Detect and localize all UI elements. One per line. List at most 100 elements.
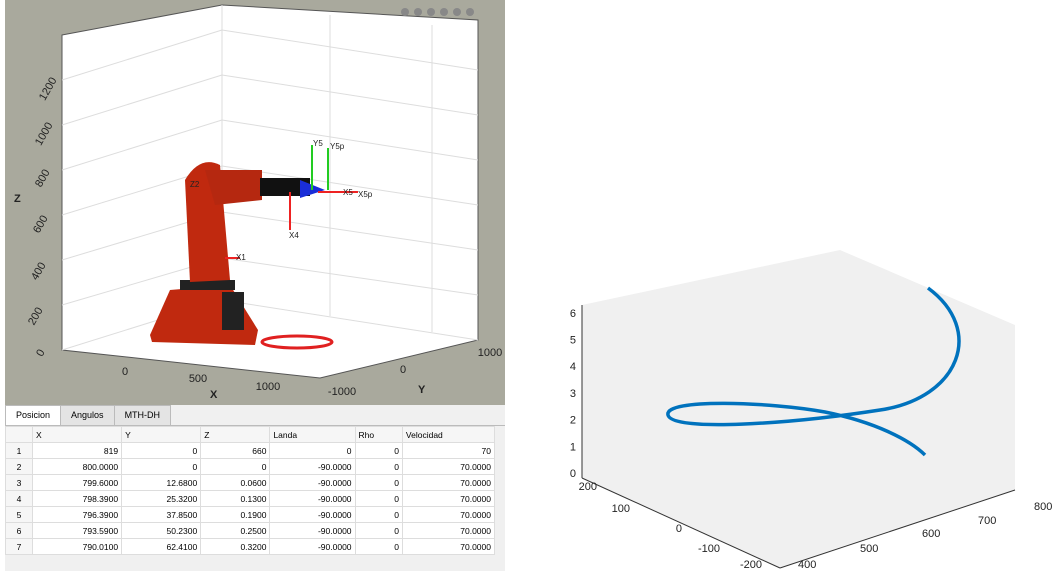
column-header: X (31, 426, 123, 443)
tool-icon[interactable] (466, 8, 474, 16)
y-tick-label: 1000 (478, 347, 502, 359)
cell: -90.0000 (269, 522, 356, 539)
cell: 70.0000 (401, 490, 496, 507)
cell: 0 (354, 458, 403, 475)
tab[interactable]: Posicion (5, 405, 62, 425)
axis-label: Z (14, 193, 21, 205)
cell: 37.8500 (121, 506, 202, 523)
cell: 0 (200, 458, 271, 475)
x-tick-label: 800 (1034, 501, 1052, 513)
tool-icon[interactable] (453, 8, 461, 16)
cell: 70.0000 (401, 538, 496, 555)
cell: 25.3200 (121, 490, 202, 507)
helix (666, 286, 961, 457)
row-number: 7 (5, 538, 33, 555)
corner (5, 426, 33, 443)
tool-icon[interactable] (427, 8, 435, 16)
column-header: Y (121, 426, 202, 443)
axis-label: X (210, 389, 218, 401)
x-tick-label: 500 (860, 543, 878, 555)
frame-label: X5p (358, 190, 373, 199)
x-tick-label: 1000 (256, 381, 280, 393)
cell: -90.0000 (269, 538, 356, 555)
tool-icon[interactable] (401, 8, 409, 16)
y-tick-label: 200 (579, 481, 597, 493)
cell: 0.0600 (200, 474, 271, 491)
cell: 0 (354, 490, 403, 507)
x-tick-label: 600 (922, 528, 940, 540)
robot-ring (180, 280, 235, 290)
cell: 793.5900 (31, 522, 123, 539)
cell: 0.1300 (200, 490, 271, 507)
cell: -90.0000 (269, 490, 356, 507)
x-tick-label: 700 (978, 515, 996, 527)
row-number: 5 (5, 506, 33, 523)
y-tick-label: -200 (740, 559, 762, 571)
row-number: 3 (5, 474, 33, 491)
column-header: Z (200, 426, 271, 443)
cell: 0.3200 (200, 538, 271, 555)
cell: 70 (401, 442, 496, 459)
column-header: Landa (269, 426, 356, 443)
cell: 819 (31, 442, 123, 459)
column-header: Velocidad (401, 426, 496, 443)
cell: 0 (354, 522, 403, 539)
z-tick-label: 1 (570, 441, 576, 453)
z-tick-label: 0 (570, 468, 576, 480)
cell: 800.0000 (31, 458, 123, 475)
row-number: 2 (5, 458, 33, 475)
frame-label: X4 (289, 231, 299, 240)
row-number: 4 (5, 490, 33, 507)
frame-label: Z2 (190, 180, 200, 189)
frames (225, 145, 358, 259)
cell: 0.1900 (200, 506, 271, 523)
tool-icon[interactable] (414, 8, 422, 16)
z-tick-label: 0 (34, 348, 47, 359)
z-tick-label: 5 (570, 335, 576, 347)
table: X Y Z Landa Rho Velocidad 1 819 0 660 0 0 70 2 800.000… (5, 426, 496, 555)
cell: 796.3900 (31, 506, 123, 523)
cell: -90.0000 (269, 458, 356, 475)
plot2-labels: 0 1 2 3 4 5 6 200 100 0 -100 -200 400 500 600 700 800 (570, 308, 1052, 571)
cell: 0 (354, 506, 403, 523)
cell: 12.6800 (121, 474, 202, 491)
frame-label: X1 (236, 253, 246, 262)
tab[interactable]: MTH-DH (113, 405, 172, 425)
robot-forearm (205, 170, 262, 205)
y-tick-label: 100 (612, 503, 630, 515)
cell: 0 (121, 442, 202, 459)
cell: 0.2500 (200, 522, 271, 539)
cell: 50.2300 (121, 522, 202, 539)
x-tick-label: 400 (798, 559, 816, 571)
z-tick-label: 4 (570, 361, 576, 373)
plot2-axes (581, 305, 1016, 569)
cell: 799.6000 (31, 474, 123, 491)
cell: -90.0000 (269, 506, 356, 523)
axis-label: Y (418, 384, 426, 396)
cell: 0 (269, 442, 356, 459)
robot-panel (222, 292, 244, 330)
cell: 0 (354, 442, 403, 459)
trajectory-ring (260, 334, 334, 350)
cell: 70.0000 (401, 506, 496, 523)
y-tick-label: 0 (400, 364, 406, 376)
row-number: 1 (5, 442, 33, 459)
cell: 798.3900 (31, 490, 123, 507)
tab[interactable]: Angulos (60, 405, 115, 425)
toolbar[interactable] (401, 8, 474, 16)
row-number: 6 (5, 522, 33, 539)
z-tick-label: 6 (570, 308, 576, 320)
cell: 0 (354, 474, 403, 491)
x-tick-label: 0 (122, 366, 128, 378)
cell: 0 (121, 458, 202, 475)
frame-label: Y5 (313, 139, 323, 148)
table-panel: Posicion Angulos MTH-DH X Y Z Landa Rho Velocid… (5, 405, 505, 571)
cell: 70.0000 (401, 522, 496, 539)
tool-icon[interactable] (440, 8, 448, 16)
y-tick-label: 0 (676, 523, 682, 535)
cell: 70.0000 (401, 474, 496, 491)
z-tick-label: 2 (570, 415, 576, 427)
